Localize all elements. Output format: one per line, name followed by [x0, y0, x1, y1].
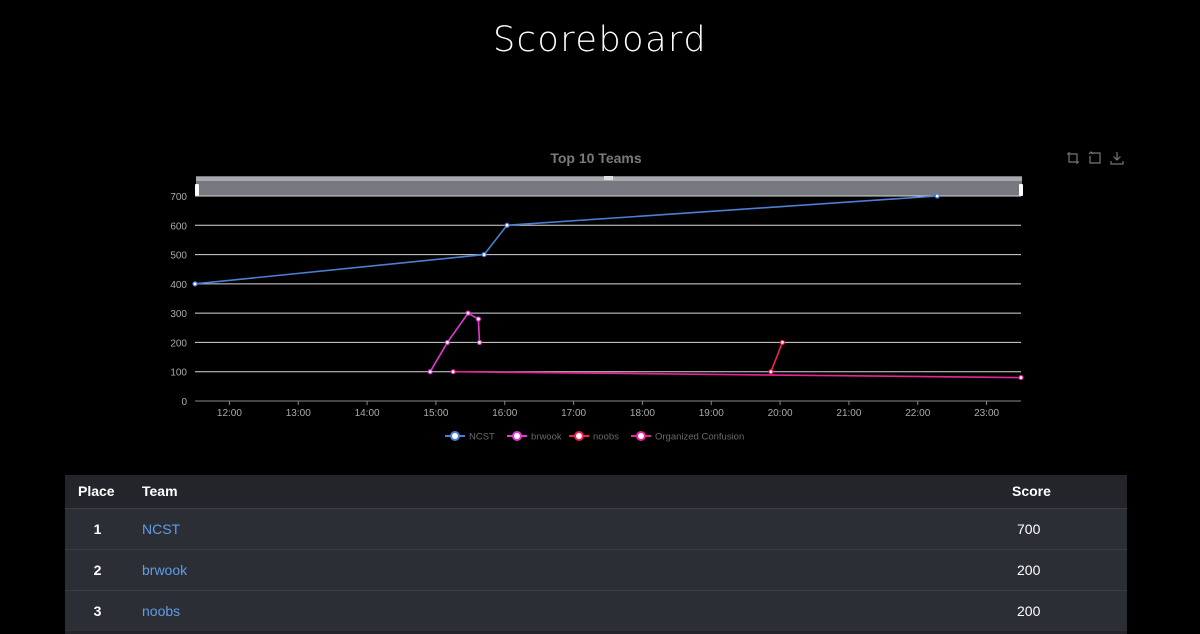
- header-team[interactable]: Team: [142, 483, 178, 500]
- place-cell: 1: [93, 520, 102, 537]
- table-row: 1 NCST 700: [65, 508, 1127, 549]
- place-cell: 2: [93, 561, 102, 578]
- x-tick-label: 17:00: [561, 408, 586, 419]
- page-title: Scoreboard: [492, 20, 708, 60]
- y-tick-label: 300: [170, 309, 187, 320]
- legend-marker: [574, 431, 584, 441]
- zoom-handle-right: [1019, 184, 1023, 196]
- x-tick-label: 18:00: [630, 408, 655, 419]
- table-header-row: Place Team Score: [65, 475, 1127, 508]
- chart-title: Top 10 Teams: [550, 150, 642, 166]
- team-link[interactable]: NCST: [142, 520, 181, 537]
- x-tick-label: 20:00: [768, 408, 793, 419]
- score-cell: 200: [1017, 561, 1041, 578]
- zoom-in-icon[interactable]: [1066, 151, 1080, 165]
- header-score[interactable]: Score: [1012, 483, 1051, 500]
- data-point: [476, 339, 483, 346]
- x-tick-label: 23:00: [974, 408, 999, 419]
- data-point: [481, 251, 487, 258]
- zoom-grip: [604, 176, 613, 180]
- x-tick-label: 15:00: [423, 408, 448, 419]
- y-tick-label: 0: [181, 397, 187, 408]
- series-line: [453, 370, 1022, 379]
- data-point: [779, 339, 785, 346]
- scoreboard-table: Place Team Score 1 NCST 700 2 brwook 200…: [65, 475, 1127, 634]
- data-point: [504, 222, 510, 228]
- legend-label: NCST: [469, 432, 495, 443]
- x-tick-label: 14:00: [355, 408, 380, 419]
- data-point: [768, 369, 774, 375]
- zoom-handle-left: [195, 184, 199, 196]
- legend-marker: [512, 431, 522, 441]
- data-point: [450, 369, 456, 375]
- table-row: 3 noobs 200: [65, 590, 1127, 631]
- x-tick-label: 16:00: [492, 408, 517, 419]
- score-cell: 200: [1017, 602, 1041, 619]
- x-tick-label: 21:00: [836, 408, 861, 419]
- y-tick-label: 400: [170, 280, 187, 291]
- place-cell: 3: [93, 602, 102, 619]
- download-icon[interactable]: [1110, 151, 1124, 165]
- legend-label: noobs: [593, 432, 619, 443]
- score-chart: Top 10 Teams 0 100 200 300 400 500 600 700 12:00 1…: [170, 150, 1024, 443]
- legend-label: brwook: [531, 432, 562, 443]
- data-point: [192, 281, 198, 287]
- x-tick-label: 13:00: [286, 408, 311, 419]
- data-point: [1018, 374, 1024, 381]
- team-link[interactable]: brwook: [142, 561, 188, 578]
- data-point: [427, 369, 433, 375]
- legend-marker: [450, 431, 460, 441]
- series-line: [194, 195, 938, 285]
- x-tick-label: 19:00: [699, 408, 724, 419]
- zoom-reset-icon[interactable]: [1088, 151, 1102, 165]
- y-tick-label: 600: [170, 221, 187, 232]
- data-point: [444, 339, 450, 346]
- data-point: [475, 316, 481, 322]
- x-tick-label: 22:00: [905, 408, 930, 419]
- data-point: [465, 310, 471, 316]
- data-point: [934, 193, 940, 199]
- y-tick-label: 100: [170, 368, 187, 379]
- score-cell: 700: [1017, 520, 1041, 537]
- team-link[interactable]: noobs: [142, 602, 181, 619]
- y-tick-label: 700: [170, 192, 187, 203]
- table-row: 2 brwook 200: [65, 549, 1127, 590]
- legend-label: Organized Confusion: [655, 432, 744, 443]
- y-tick-label: 200: [170, 338, 187, 349]
- y-tick-label: 500: [170, 251, 187, 262]
- x-tick-label: 12:00: [217, 408, 242, 419]
- chart-toolbox: [1066, 151, 1124, 165]
- series-line: [770, 342, 784, 373]
- header-place[interactable]: Place: [78, 483, 115, 500]
- legend-marker: [636, 431, 646, 441]
